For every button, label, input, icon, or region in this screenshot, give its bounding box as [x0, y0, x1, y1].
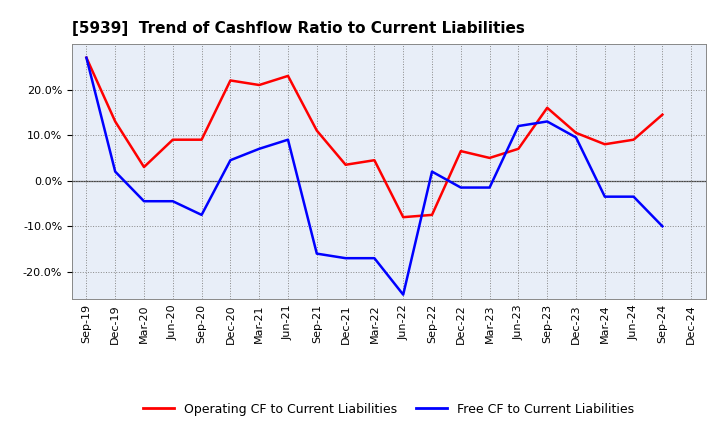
Legend: Operating CF to Current Liabilities, Free CF to Current Liabilities: Operating CF to Current Liabilities, Fre…: [138, 398, 639, 421]
Text: [5939]  Trend of Cashflow Ratio to Current Liabilities: [5939] Trend of Cashflow Ratio to Curren…: [72, 21, 525, 36]
